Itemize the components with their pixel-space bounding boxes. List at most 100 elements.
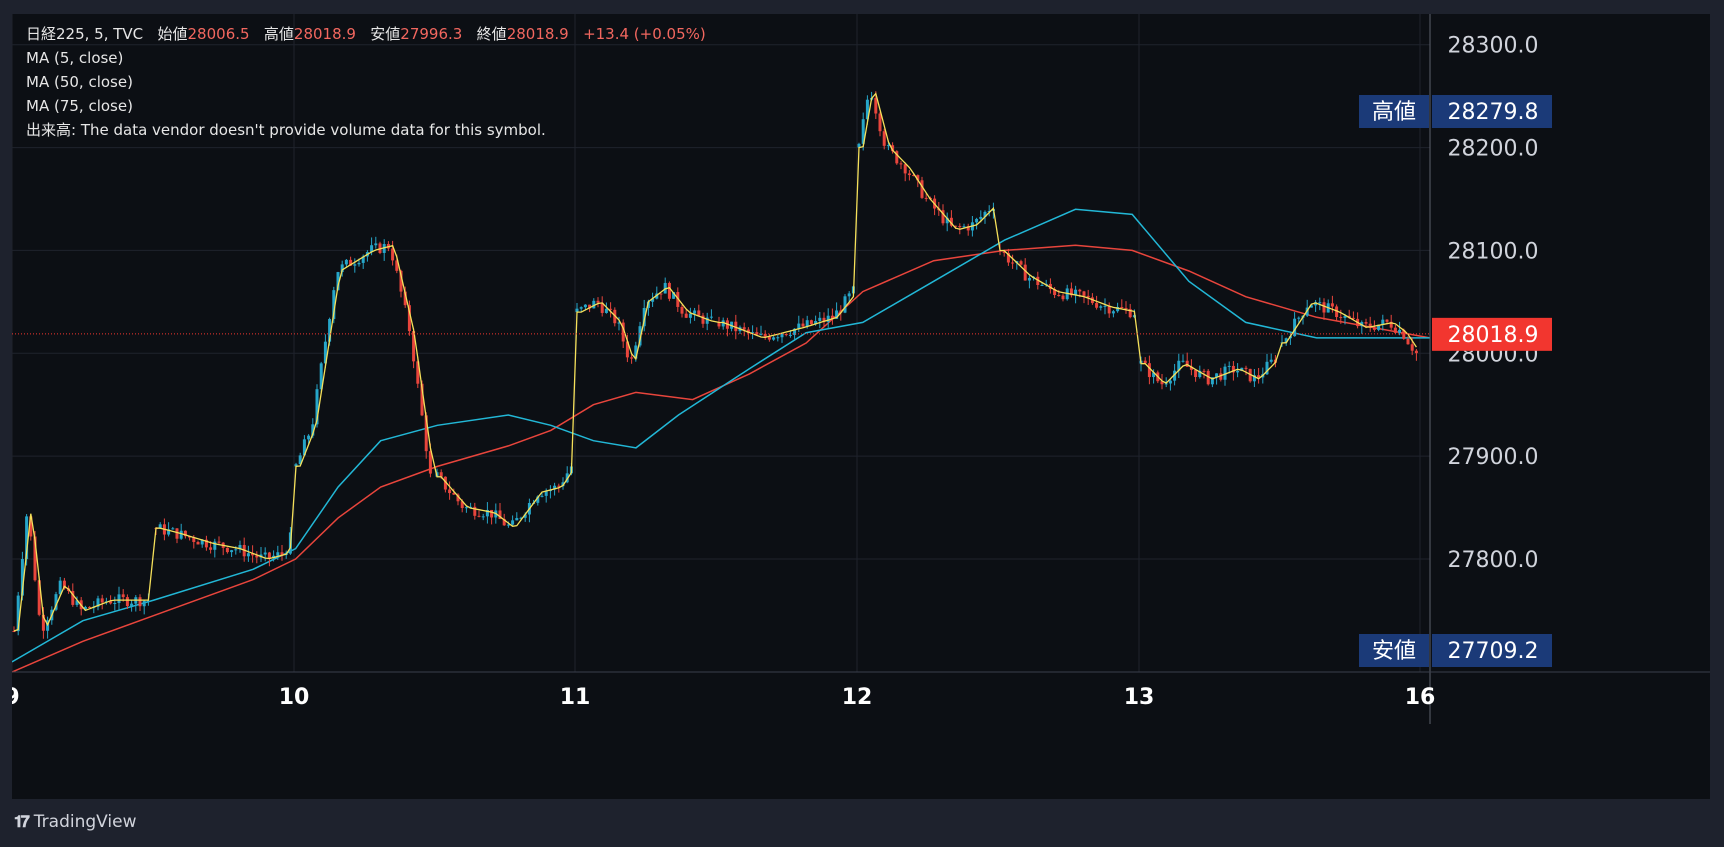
candle-body <box>949 217 953 226</box>
candle-body <box>592 300 596 309</box>
low-label: 安値 27709.2 <box>1359 634 1552 667</box>
candle-body <box>701 315 705 324</box>
legend-low-value: 27996.3 <box>400 25 463 43</box>
candle-body <box>302 439 306 456</box>
candle-body <box>204 539 208 548</box>
candle-body <box>511 520 515 525</box>
price-tick-label: 27900.0 <box>1448 445 1539 470</box>
brand-name: TradingView <box>33 812 137 832</box>
candle-body <box>1343 315 1347 318</box>
chart-panel[interactable]: 27800.0 27900.0 28000.0 28100.0 28200.0 28300… <box>12 14 1710 799</box>
time-tick-label: 12 <box>842 685 873 710</box>
candle-body <box>780 334 784 338</box>
candle-body <box>452 493 456 495</box>
moving-averages <box>12 208 1431 673</box>
price-tick-label: 28300.0 <box>1448 34 1539 59</box>
candle-body <box>416 361 420 384</box>
candle-body <box>374 243 378 246</box>
candle-body <box>1173 370 1177 381</box>
candle-body <box>966 226 970 231</box>
chart-canvas[interactable]: 27800.027900.028000.028100.028200.028300… <box>12 14 1710 799</box>
candle-body <box>100 598 104 603</box>
candle-body <box>117 594 121 603</box>
candle-body <box>878 113 882 132</box>
candle-body <box>357 262 361 265</box>
candle-body <box>473 506 477 516</box>
legend-low-label: 安値 <box>370 25 401 43</box>
candle-body <box>1048 283 1052 290</box>
candle-body <box>490 509 494 518</box>
candle-body <box>759 333 763 335</box>
legend-ma5[interactable]: MA (5, close) <box>26 49 124 67</box>
candle-body <box>33 536 37 581</box>
candle-body <box>1215 373 1219 378</box>
candle-body <box>1314 302 1318 306</box>
candle-body <box>1128 308 1132 318</box>
candle-body <box>1322 302 1326 313</box>
candle-body <box>916 175 920 181</box>
candle-body <box>209 547 213 550</box>
candle-body <box>142 600 146 607</box>
candle-body <box>1309 305 1313 308</box>
candle-body <box>1206 370 1210 385</box>
candle-body <box>294 464 298 467</box>
candle-body <box>579 307 583 309</box>
candle-body <box>307 435 311 440</box>
candle-body <box>886 145 890 147</box>
ma75-line <box>12 244 1431 673</box>
candle-body <box>1023 264 1027 281</box>
candle-body <box>1099 306 1103 308</box>
candle-body <box>621 322 625 342</box>
candle-body <box>634 345 638 359</box>
candle-body <box>1377 324 1381 330</box>
candle-body <box>1198 370 1202 378</box>
candle-body <box>583 304 587 308</box>
candle-body <box>1143 360 1147 364</box>
time-axis: 9 10 11 12 13 16 <box>12 685 1435 710</box>
candle-body <box>688 313 692 318</box>
candle-body <box>954 225 958 227</box>
candle-body <box>1389 321 1393 328</box>
candle-body <box>617 322 621 324</box>
candle-body <box>263 552 267 555</box>
candle-body <box>676 292 680 307</box>
candle-body <box>553 485 557 490</box>
candle-body <box>797 323 801 329</box>
candle-body <box>276 552 280 556</box>
candle-body <box>776 337 780 339</box>
candle-body <box>519 517 523 519</box>
candles <box>12 91 1418 639</box>
candle-body <box>328 318 332 342</box>
candle-body <box>344 259 348 265</box>
candle-body <box>1219 373 1223 380</box>
candle-body <box>839 310 843 313</box>
candle-body <box>1116 307 1120 312</box>
legend-ma75[interactable]: MA (75, close) <box>26 97 133 115</box>
candle-body <box>361 256 365 263</box>
price-axis: 27800.027900.028000.028100.028200.028300… <box>1448 34 1539 573</box>
candle-body <box>1147 363 1151 378</box>
candle-body <box>217 541 221 543</box>
tradingview-brand[interactable]: 𝟏𝟕 TradingView <box>14 812 137 832</box>
candle-body <box>680 306 684 314</box>
candle-body <box>12 631 16 632</box>
legend-ma50[interactable]: MA (50, close) <box>26 73 133 91</box>
candle-body <box>200 539 204 545</box>
candle-body <box>1402 329 1406 339</box>
candle-body <box>865 99 869 120</box>
last-price-text: 28018.9 <box>1448 323 1539 348</box>
candle-body <box>246 553 250 557</box>
last-price-badge: 28018.9 <box>1432 317 1552 351</box>
candle-body <box>175 528 179 539</box>
candle-body <box>464 507 468 509</box>
candle-body <box>604 308 608 313</box>
candle-body <box>234 549 238 551</box>
candle-body <box>1252 375 1256 382</box>
candle-body <box>167 529 171 535</box>
candle-body <box>1011 262 1015 264</box>
candle-body <box>1351 317 1355 319</box>
candle-body <box>391 248 395 261</box>
ma5-line <box>13 92 1417 632</box>
last-price-tag <box>1432 317 1552 351</box>
candle-body <box>340 264 344 273</box>
